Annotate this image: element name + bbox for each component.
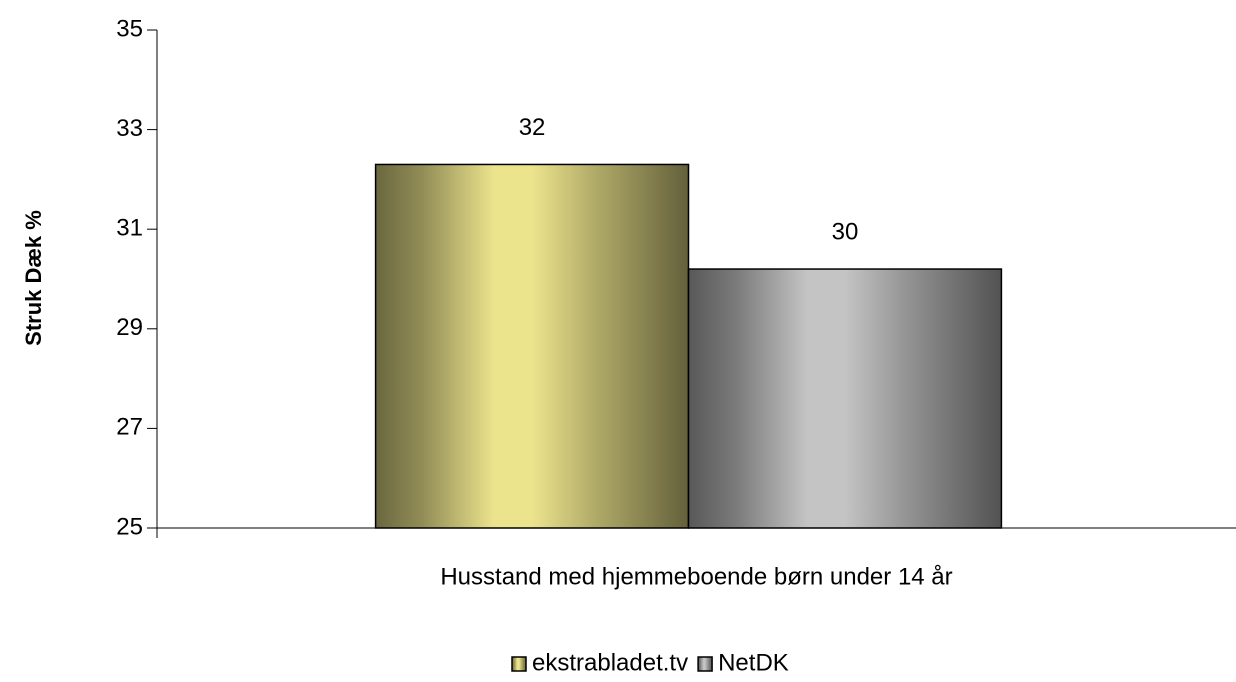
bar (687, 268, 1003, 529)
legend-swatch (511, 656, 527, 672)
y-axis-label: Struk Dæk % (21, 210, 46, 346)
y-tick-label: 27 (116, 414, 143, 441)
y-tick-label: 35 (116, 15, 143, 42)
legend: ekstrabladet.tv NetDK (511, 649, 789, 676)
bar (374, 163, 690, 529)
y-tick-label: 33 (116, 115, 143, 142)
legend-label: ekstrabladet.tv (532, 649, 688, 676)
data-label: 32 (519, 114, 546, 141)
y-tick-label: 31 (116, 215, 143, 242)
y-tick-label: 29 (116, 314, 143, 341)
legend-swatch (697, 656, 713, 672)
data-label: 30 (832, 218, 859, 245)
legend-label: NetDK (718, 649, 789, 676)
x-tick-label: Husstand med hjemmeboende børn under 14 … (440, 563, 952, 590)
y-tick-label: 25 (116, 513, 143, 540)
